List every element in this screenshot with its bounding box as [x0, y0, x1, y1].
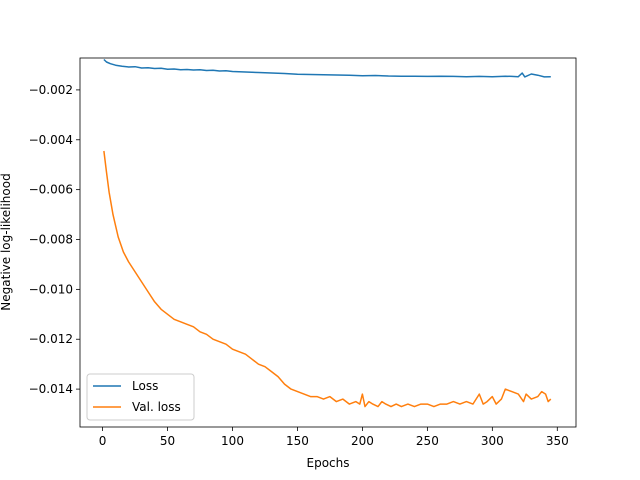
y-tick-label: −0.004 [29, 133, 73, 147]
legend-label-val-loss: Val. loss [132, 400, 181, 414]
x-tick-label: 300 [481, 434, 504, 448]
plot-area-frame [79, 57, 577, 428]
y-tick-label: −0.002 [29, 83, 73, 97]
y-tick-label: −0.014 [29, 382, 73, 396]
x-tick-label: 150 [286, 434, 309, 448]
y-tick-label: −0.012 [29, 332, 73, 346]
y-axis: −0.014 −0.012 −0.010 −0.008 −0.006 −0.004 −0.0… [29, 83, 80, 396]
x-tick-label: 350 [546, 434, 569, 448]
y-axis-label: Negative log-likelihood [0, 173, 13, 310]
x-tick-label: 0 [99, 434, 107, 448]
y-tick-label: −0.006 [29, 183, 73, 197]
x-tick-label: 50 [160, 434, 175, 448]
series-line-loss [103, 58, 551, 78]
y-tick-label: −0.008 [29, 233, 73, 247]
legend: Loss Val. loss [86, 373, 195, 421]
x-axis-label: Epochs [307, 456, 350, 470]
x-tick-label: 200 [351, 434, 374, 448]
y-tick-label: −0.010 [29, 282, 73, 296]
series-line-val-loss [103, 150, 552, 408]
x-tick-label: 100 [221, 434, 244, 448]
series-layer [103, 58, 552, 408]
x-tick-label: 250 [416, 434, 439, 448]
legend-label-loss: Loss [132, 379, 158, 393]
x-axis: 0 50 100 150 200 250 300 350 [99, 427, 569, 448]
